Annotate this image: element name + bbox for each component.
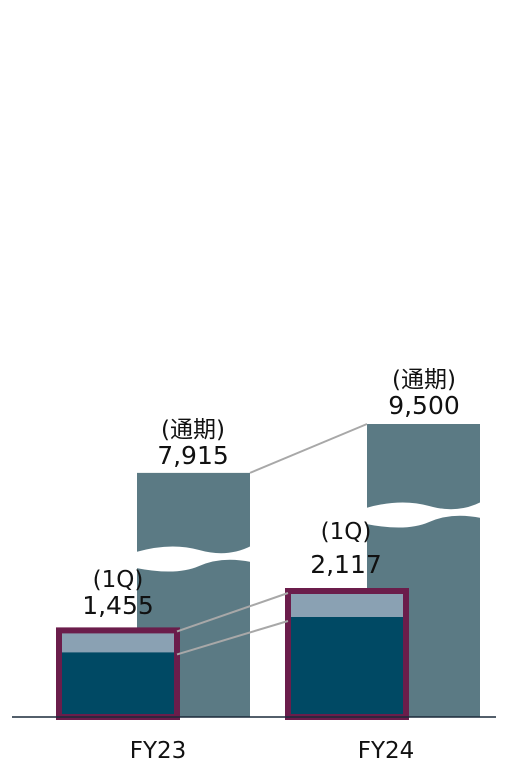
quarter-bar-top-fy24 (288, 591, 406, 617)
axis-break-fy23 (136, 546, 251, 572)
quarter-value-label-fy24: 2,117 (310, 550, 382, 579)
axis-break-fy24 (366, 502, 481, 528)
full-year-tag-fy24: (通期) (392, 367, 456, 393)
quarter-tag-fy24: (1Q) (321, 519, 372, 545)
back-layer (136, 424, 481, 717)
full-year-connector (249, 423, 368, 474)
quarter-connector-top (176, 592, 289, 633)
full-year-tag-fy23: (通期) (161, 417, 225, 443)
full-year-value-label-fy23: 7,915 (157, 441, 229, 470)
x-tick-label-fy23: FY23 (130, 738, 187, 764)
quarter-tag-fy23: (1Q) (93, 567, 144, 593)
quarter-value-label-fy23: 1,455 (82, 591, 154, 620)
quarter-connector-bottom (176, 620, 289, 656)
quarter-bar-top-fy23 (59, 630, 177, 653)
x-tick-label-fy24: FY24 (358, 738, 415, 764)
full-year-value-label-fy24: 9,500 (388, 391, 460, 420)
